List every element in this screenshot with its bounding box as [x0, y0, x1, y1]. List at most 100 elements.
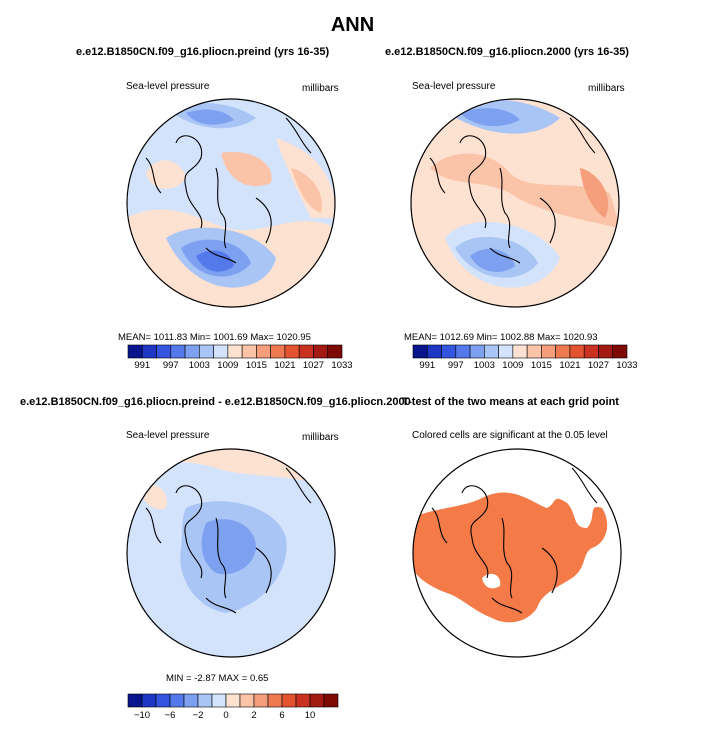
colorbar-cell	[239, 693, 255, 708]
colorbar-cell	[169, 693, 185, 708]
colorbar-cell	[170, 344, 186, 359]
colorbar-cell	[141, 693, 157, 708]
panel-2-title: e.e12.B1850CN.f09_g16.pliocn.2000 (yrs 1…	[385, 46, 629, 58]
panel-4-coastlines	[431, 467, 598, 614]
colorbar-tick-label: −6	[164, 710, 176, 721]
colorbar-cell	[156, 344, 172, 359]
panel-2-field-low-atlantic-core	[470, 248, 515, 272]
panel-1-field-high-pole	[221, 152, 272, 187]
colorbar-tick-label: 6	[279, 710, 285, 721]
panel-2-colorbar	[412, 344, 628, 359]
panel-1-coastlines	[145, 117, 312, 264]
colorbar-cell	[253, 693, 269, 708]
panel-1-variable-label: Sea-level pressure	[126, 81, 210, 92]
colorbar-cell	[327, 344, 343, 359]
colorbar-cell	[211, 693, 227, 708]
colorbar-cell	[225, 693, 241, 708]
panel-3-colorbar-ticks: −10 −6 −2 0 2 6 10	[128, 710, 338, 722]
colorbar-cell	[441, 344, 457, 359]
colorbar-cell	[227, 344, 243, 359]
panel-2-field-high-east-core	[580, 168, 609, 218]
panel-1-polar-map	[126, 98, 336, 308]
colorbar-cell	[569, 344, 585, 359]
panel-4-map-border	[412, 448, 622, 658]
panel-1-map-border	[126, 98, 336, 308]
panel-3-colorbar	[127, 693, 339, 708]
panel-1-units-label: millibars	[302, 83, 339, 94]
colorbar-tick-label: 1027	[302, 360, 325, 371]
colorbar-cell	[583, 344, 599, 359]
colorbar-cell	[298, 344, 314, 359]
panel-3-coastlines	[145, 467, 312, 614]
panel-1-field-low-atlantic-core	[196, 250, 234, 272]
colorbar-tick-label: 991	[134, 360, 151, 371]
colorbar-cell	[498, 344, 514, 359]
colorbar-tick-label: 997	[162, 360, 179, 371]
colorbar-tick-label: 10	[304, 710, 316, 721]
panel-3-stats: MIN = -2.87 MAX = 0.65	[166, 673, 269, 684]
colorbar-tick-label: 2	[251, 710, 257, 721]
colorbar-tick-label: 1033	[331, 360, 353, 371]
panel-1-field-high-east-core	[291, 168, 322, 213]
colorbar-cell	[455, 344, 471, 359]
panel-3-polar-map	[126, 448, 336, 658]
panel-4-significant-region	[413, 492, 608, 623]
panel-4-polar-map	[412, 448, 622, 658]
colorbar-tick-label: 1027	[587, 360, 610, 371]
colorbar-tick-label: −10	[133, 710, 151, 721]
colorbar-cell	[127, 693, 143, 708]
colorbar-cell	[295, 693, 311, 708]
panel-1-colorbar-ticks: 991 997 1003 1009 1015 1021 1027 1033	[128, 360, 352, 372]
colorbar-cell	[541, 344, 556, 359]
panel-3-map-border	[126, 448, 336, 658]
panel-1-field-high-west	[146, 160, 186, 189]
panel-2-colorbar-ticks: 991 997 1003 1009 1015 1021 1027 1033	[413, 360, 637, 372]
colorbar-tick-label: 1021	[559, 360, 581, 371]
colorbar-tick-label: 1009	[217, 360, 239, 371]
panel-3-field-negative-core	[201, 519, 256, 575]
panel-2-stats: MEAN= 1012.69 Min= 1002.88 Max= 1020.93	[404, 332, 598, 343]
panel-1-field-low-pacific-core	[186, 109, 234, 125]
colorbar-cell	[484, 344, 499, 359]
colorbar-cell	[256, 344, 271, 359]
panel-1-colorbar	[127, 344, 343, 359]
panel-3-units-label: millibars	[302, 432, 339, 443]
colorbar-cell	[309, 693, 325, 708]
colorbar-tick-label: 1021	[274, 360, 296, 371]
panel-2-polar-map	[410, 98, 620, 308]
colorbar-tick-label: 1009	[502, 360, 524, 371]
colorbar-cell	[469, 344, 485, 359]
colorbar-tick-label: 1003	[188, 360, 210, 371]
colorbar-cell	[526, 344, 542, 359]
colorbar-cell	[127, 344, 143, 359]
panel-4-insignificant-hole	[482, 573, 501, 589]
panel-1-stats: MEAN= 1011.83 Min= 1001.69 Max= 1020.95	[118, 332, 311, 343]
colorbar-tick-label: 991	[419, 360, 436, 371]
colorbar-tick-label: 1033	[616, 360, 638, 371]
colorbar-cell	[323, 693, 339, 708]
colorbar-cell	[241, 344, 257, 359]
colorbar-cell	[267, 693, 283, 708]
colorbar-cell	[426, 344, 442, 359]
colorbar-cell	[197, 693, 213, 708]
colorbar-cell	[281, 693, 297, 708]
colorbar-cell	[155, 693, 171, 708]
panel-3-variable-label: Sea-level pressure	[126, 430, 210, 441]
panel-2-map-border	[410, 98, 620, 308]
colorbar-cell	[412, 344, 428, 359]
colorbar-cell	[512, 344, 528, 359]
colorbar-cell	[598, 344, 614, 359]
colorbar-tick-label: 0	[223, 710, 229, 721]
colorbar-tick-label: 1015	[530, 360, 552, 371]
colorbar-cell	[555, 344, 571, 359]
colorbar-cell	[183, 693, 199, 708]
panel-2-field-high-band	[430, 153, 619, 228]
colorbar-tick-label: 1015	[245, 360, 267, 371]
panel-1-title: e.e12.B1850CN.f09_g16.pliocn.preind (yrs…	[76, 46, 330, 58]
colorbar-cell	[612, 344, 628, 359]
panel-2-field-low-pacific-core	[460, 108, 520, 127]
colorbar-cell	[313, 344, 329, 359]
panel-4-title: T-test of the two means at each grid poi…	[402, 396, 619, 408]
figure-title: ANN	[330, 14, 375, 36]
colorbar-cell	[284, 344, 300, 359]
